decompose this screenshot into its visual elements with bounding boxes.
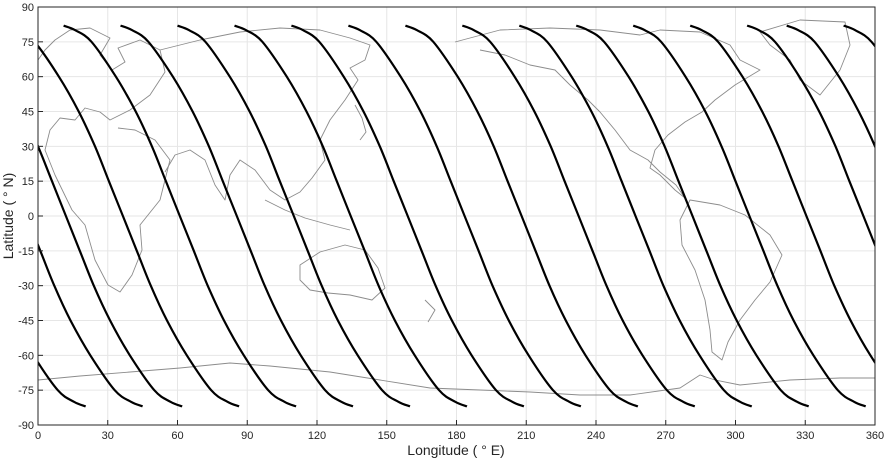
axis-ticks: 0 30 60 90 120 150 180 210 240 270 300 330 360-90-75… (18, 2, 884, 442)
x-tick-label: 270 (657, 430, 675, 442)
ground-track-line (38, 44, 240, 408)
ground-track-line (518, 24, 753, 408)
ground-track-line (63, 24, 297, 408)
ground-track-line (177, 24, 411, 408)
y-axis-label: Latitude ( ° N) (0, 173, 16, 260)
coastline-japan (354, 104, 367, 141)
x-tick-label: 30 (102, 430, 114, 442)
ground-track-line (786, 24, 875, 150)
coastline-europe-africa (38, 27, 171, 293)
y-tick-label: -30 (18, 281, 34, 293)
y-tick-label: -90 (18, 420, 34, 432)
coastline-asia (159, 27, 371, 201)
coastline-north-america (454, 27, 761, 199)
x-tick-label: 180 (447, 430, 465, 442)
y-tick-label: -45 (18, 316, 34, 328)
ground-track-line (404, 24, 639, 408)
ground-track-line (746, 24, 875, 248)
ground-track-line (38, 242, 144, 408)
y-tick-label: 90 (22, 2, 34, 14)
x-tick-label: 60 (171, 430, 183, 442)
coastline-southeast-asia (264, 199, 351, 231)
x-tick-label: 360 (866, 430, 884, 442)
y-tick-label: -15 (18, 246, 34, 258)
ground-track-line (689, 24, 875, 365)
coastline-greenland (759, 19, 851, 96)
x-tick-label: 210 (517, 430, 535, 442)
ground-track-line (120, 24, 354, 408)
x-tick-label: 330 (796, 430, 814, 442)
y-tick-label: 60 (22, 72, 34, 84)
x-tick-label: 240 (587, 430, 605, 442)
ground-track-line (632, 24, 867, 408)
x-tick-label: 300 (726, 430, 744, 442)
ground-track-line (575, 24, 810, 408)
coastline-south-america (679, 199, 783, 361)
x-axis-label: Longitude ( ° E) (407, 442, 504, 458)
x-tick-label: 0 (35, 430, 41, 442)
x-tick-label: 90 (241, 430, 253, 442)
y-tick-label: -60 (18, 350, 34, 362)
x-tick-label: 120 (308, 430, 326, 442)
y-tick-label: 0 (28, 211, 34, 223)
y-tick-label: -75 (18, 385, 34, 397)
ground-tracks (38, 24, 875, 408)
ground-track-line (38, 360, 87, 408)
y-tick-label: 15 (22, 176, 34, 188)
y-tick-label: 75 (22, 37, 34, 49)
coastline-map (38, 19, 875, 396)
coastline-new-zealand (424, 299, 436, 323)
ground-track-line (347, 24, 582, 408)
ground-track-line (290, 24, 525, 408)
ground-track-line (38, 143, 183, 408)
y-tick-label: 30 (22, 141, 34, 153)
ground-track-line (234, 24, 468, 408)
y-tick-label: 45 (22, 107, 34, 119)
ground-track-line (461, 24, 696, 408)
x-tick-label: 150 (378, 430, 396, 442)
coastline-australia (299, 244, 386, 301)
coastline-antarctica (38, 362, 875, 396)
